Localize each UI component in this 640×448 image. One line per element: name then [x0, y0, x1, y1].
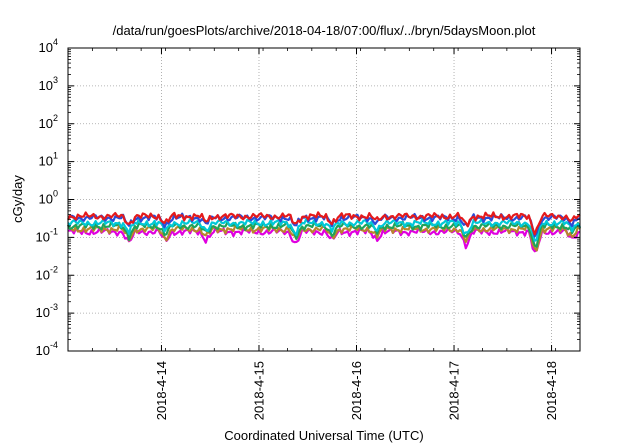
y-tick-label: 102 — [39, 113, 58, 131]
series-line — [67, 226, 581, 253]
x-tick-label: 2018-4-17 — [447, 361, 462, 420]
y-axis-label: cGy/day — [10, 175, 25, 223]
x-tick-label: 2018-4-15 — [251, 361, 266, 420]
y-tick-label: 100 — [39, 189, 58, 207]
x-tick-label: 2018-4-18 — [544, 361, 559, 420]
y-tick-label: 10-3 — [36, 302, 58, 320]
y-tick-labels: 10-4 10-3 10-2 10-1 100 101 102 103 104 — [36, 37, 58, 358]
y-tick-label: 104 — [39, 37, 58, 55]
series-group — [67, 211, 582, 253]
grid — [68, 48, 580, 351]
x-tick-label: 2018-4-14 — [154, 361, 169, 420]
y-tick-label: 103 — [39, 75, 58, 93]
ticks — [67, 47, 581, 352]
y-tick-label: 101 — [39, 151, 58, 169]
x-tick-label: 2018-4-16 — [349, 361, 364, 420]
x-tick-labels: 2018-4-14 2018-4-15 2018-4-16 2018-4-17 2018… — [154, 361, 559, 420]
x-axis-label: Coordinated Universal Time (UTC) — [224, 428, 423, 443]
y-tick-label: 10-2 — [36, 264, 58, 282]
chart-title: /data/run/goesPlots/archive/2018-04-18/0… — [113, 23, 536, 38]
y-tick-label: 10-4 — [36, 340, 58, 358]
y-tick-label: 10-1 — [36, 226, 58, 244]
series-line — [67, 211, 581, 236]
series-line — [67, 217, 581, 242]
